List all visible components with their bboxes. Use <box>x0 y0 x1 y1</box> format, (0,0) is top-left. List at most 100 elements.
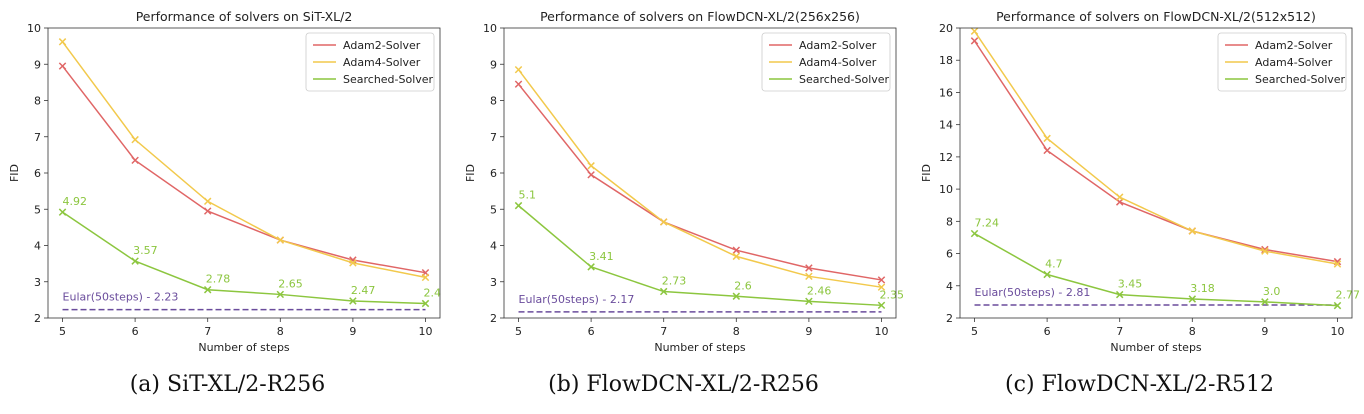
x-tick-label: 5 <box>971 325 978 338</box>
y-tick-label: 10 <box>483 22 497 35</box>
marker-stroke <box>877 283 886 291</box>
point-adam4 <box>1188 227 1197 235</box>
legend-box <box>1217 32 1347 92</box>
point-adam2 <box>1043 146 1051 155</box>
point-adam2 <box>514 80 523 88</box>
x-tick-label: 9 <box>1261 325 1268 338</box>
marker-stroke <box>131 257 139 265</box>
marker-stroke <box>276 290 285 299</box>
point-searched <box>514 201 523 210</box>
x-tick-label: 6 <box>588 325 595 338</box>
chart-panel-b: Performance of solvers on FlowDCN-XL/2(2… <box>456 0 911 414</box>
y-axis-label: FID <box>8 164 21 182</box>
marker-stroke <box>805 297 813 306</box>
marker-stroke <box>1115 193 1124 201</box>
y-tick-label: 6 <box>34 167 41 180</box>
legend-label-adam4: Adam4-Solver <box>1255 56 1333 69</box>
x-tick-label: 8 <box>1189 325 1196 338</box>
marker-stroke <box>58 38 67 46</box>
marker-stroke <box>732 292 741 300</box>
marker-stroke <box>58 208 67 216</box>
legend-box <box>305 32 435 92</box>
caption-a: (a) SiT-XL/2-R256 <box>129 372 326 397</box>
point-adam4 <box>877 283 886 291</box>
marker-stroke <box>970 27 979 35</box>
marker-stroke <box>131 135 139 144</box>
euler-baseline-label: Eular(50steps) - 2.81 <box>975 286 1091 299</box>
point-searched <box>421 299 430 308</box>
marker-stroke <box>203 285 212 294</box>
marker-stroke <box>58 62 67 70</box>
point-searched <box>1333 301 1342 310</box>
y-tick-label: 2 <box>946 312 953 325</box>
marker-stroke <box>1261 247 1269 255</box>
y-tick-label: 10 <box>939 183 953 196</box>
marker-stroke <box>805 272 813 281</box>
point-adam2 <box>587 171 595 179</box>
x-tick-label: 7 <box>660 325 667 338</box>
marker-stroke <box>203 207 212 215</box>
point-adam4 <box>1043 134 1051 143</box>
point-adam4 <box>203 197 212 206</box>
chart-c: Performance of solvers on FlowDCN-XL/2(5… <box>920 9 1360 354</box>
legend-box <box>761 32 891 92</box>
point-searched <box>203 285 212 294</box>
y-tick-label: 8 <box>490 95 497 108</box>
y-tick-label: 9 <box>34 58 41 71</box>
point-searched <box>877 301 886 310</box>
point-adam2 <box>58 62 67 70</box>
marker-stroke <box>203 197 212 206</box>
marker-stroke <box>587 162 595 170</box>
point-searched <box>1261 298 1269 306</box>
chart-title: Performance of solvers on FlowDCN-XL/2(5… <box>996 9 1316 24</box>
marker-stroke <box>587 263 595 271</box>
point-searched <box>1188 295 1197 303</box>
series-line-adam2 <box>973 40 1338 263</box>
series-line-adam4 <box>517 69 882 288</box>
y-tick-label: 7 <box>34 131 41 144</box>
y-tick-label: 5 <box>34 203 41 216</box>
marker-stroke <box>514 201 523 210</box>
marker-stroke <box>970 229 979 238</box>
point-adam4 <box>732 252 741 261</box>
point-adam4 <box>1261 247 1269 255</box>
marker-stroke <box>1115 290 1124 299</box>
data-label: 2.73 <box>662 275 687 288</box>
y-axis-label: FID <box>464 164 477 182</box>
chart-panel-c: Performance of solvers on FlowDCN-XL/2(5… <box>912 0 1364 414</box>
data-label: 2.78 <box>206 273 231 286</box>
point-searched <box>58 208 67 216</box>
data-label: 2.35 <box>879 288 904 301</box>
marker-stroke <box>659 218 668 226</box>
point-searched <box>732 292 741 300</box>
marker-stroke <box>1043 146 1051 155</box>
legend-label-searched: Searched-Solver <box>343 73 434 86</box>
x-axis-label: Number of steps <box>1110 341 1202 354</box>
point-adam4 <box>1115 193 1124 201</box>
data-label: 3.45 <box>1118 278 1143 291</box>
y-tick-label: 10 <box>27 22 41 35</box>
marker-stroke <box>587 171 595 179</box>
marker-stroke <box>659 287 668 296</box>
y-tick-label: 4 <box>946 280 953 293</box>
marker-stroke <box>877 301 886 310</box>
marker-stroke <box>276 236 285 244</box>
y-tick-label: 6 <box>490 167 497 180</box>
marker-stroke <box>514 65 523 74</box>
point-adam4 <box>131 135 139 144</box>
point-adam2 <box>877 276 886 284</box>
series-line-searched <box>518 205 882 307</box>
marker-stroke <box>1261 298 1269 306</box>
marker-stroke <box>1333 260 1342 268</box>
marker-stroke <box>1333 301 1342 310</box>
marker-stroke <box>421 273 430 282</box>
data-label: 5.1 <box>519 189 537 202</box>
caption-b: (b) FlowDCN-XL/2-R256 <box>548 372 819 397</box>
data-label: 4.92 <box>63 195 88 208</box>
marker-stroke <box>514 80 523 88</box>
legend-label-searched: Searched-Solver <box>1255 73 1346 86</box>
point-adam4 <box>587 162 595 170</box>
marker-stroke <box>732 252 741 261</box>
data-label: 3.41 <box>589 250 614 263</box>
marker-stroke <box>421 299 430 308</box>
